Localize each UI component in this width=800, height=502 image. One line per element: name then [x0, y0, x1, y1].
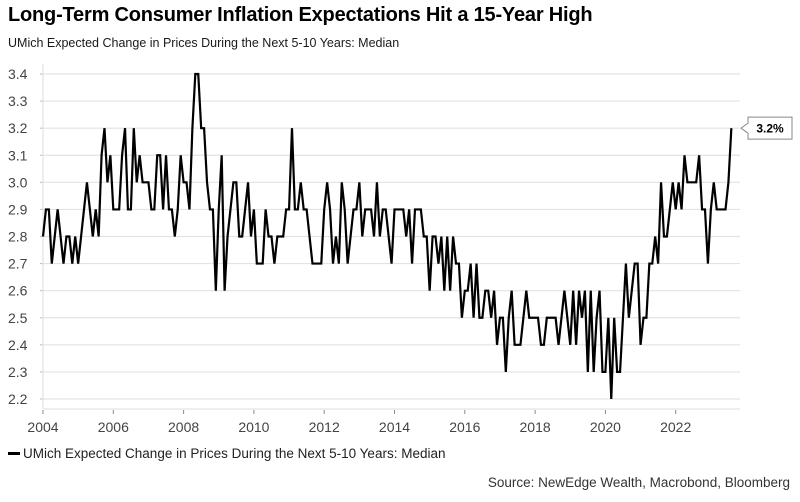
- y-tick-label: 2.5: [8, 310, 28, 326]
- x-axis: 2004 2006 2008 2010 2012 2014 2016 2018 2020 2022: [27, 408, 740, 435]
- x-tick-label: 2010: [238, 419, 269, 435]
- y-tick-label: 2.2: [8, 391, 28, 407]
- legend-label: UMich Expected Change in Prices During t…: [23, 446, 446, 461]
- callout-box: [740, 116, 793, 140]
- y-tick-label: 3.0: [8, 174, 28, 190]
- source-note: Source: NewEdge Wealth, Macrobond, Bloom…: [487, 475, 790, 490]
- x-tick-label: 2020: [590, 419, 621, 435]
- y-tick-label: 3.2: [8, 120, 28, 136]
- chart-title: Long-Term Consumer Inflation Expectation…: [8, 4, 593, 26]
- y-tick-label: 2.4: [8, 337, 28, 353]
- x-tick-label: 2012: [309, 419, 340, 435]
- series-line: [41, 72, 733, 400]
- x-tick-label: 2006: [98, 419, 129, 435]
- y-tick-label: 3.3: [8, 93, 28, 109]
- last-value-callout: 3.2%: [740, 116, 793, 140]
- y-tick-label: 3.1: [8, 147, 28, 163]
- x-tick-label: 2008: [168, 419, 199, 435]
- chart-subtitle: UMich Expected Change in Prices During t…: [8, 36, 400, 50]
- y-tick-label: 2.8: [8, 229, 28, 245]
- y-tick-label: 2.7: [8, 256, 28, 272]
- callout-label: 3.2%: [756, 122, 784, 136]
- gridlines: [43, 73, 740, 400]
- x-tick-label: 2016: [449, 419, 480, 435]
- legend-line-swatch: [8, 452, 20, 455]
- y-tick-label: 2.9: [8, 201, 28, 217]
- y-tick-label: 3.4: [8, 66, 28, 82]
- series-group: [41, 72, 733, 400]
- x-tick-label: 2014: [379, 419, 410, 435]
- x-tick-label: 2018: [520, 419, 551, 435]
- x-tick-label: 2022: [660, 419, 691, 435]
- x-tick-label: 2004: [27, 419, 58, 435]
- y-tick-label: 2.3: [8, 364, 28, 380]
- legend: UMich Expected Change in Prices During t…: [8, 446, 445, 461]
- y-tick-label: 2.6: [8, 283, 28, 299]
- y-axis: 2.2 2.3 2.4 2.5 2.6 2.7 2.8 2.9 3.0 3.1 3.2 3.3 3.4: [8, 64, 44, 409]
